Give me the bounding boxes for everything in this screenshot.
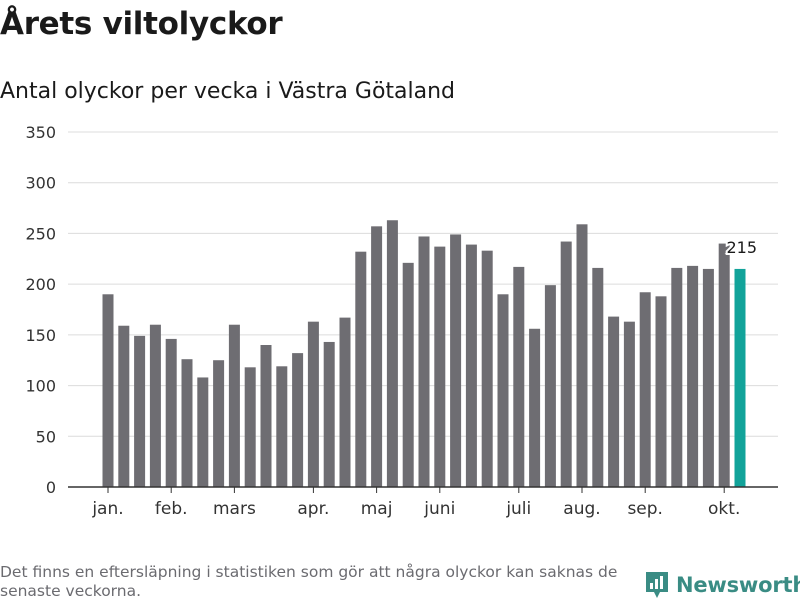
data-label: 215 [727, 238, 758, 257]
x-tick-label: okt. [708, 499, 740, 519]
bar [386, 220, 398, 487]
bar [228, 324, 240, 487]
footnote: Det finns en eftersläpning i statistiken… [0, 563, 618, 600]
bar [655, 296, 667, 487]
brand-logo: Newsworthy [644, 570, 800, 600]
x-tick-label: mars [213, 499, 256, 519]
bar [639, 292, 651, 487]
y-tick-label: 250 [25, 224, 56, 243]
x-tick-label: aug. [563, 499, 600, 519]
bar [197, 377, 209, 487]
bar [355, 251, 367, 487]
bar [734, 268, 746, 487]
y-tick-label: 200 [25, 275, 56, 294]
x-tick-label: maj [361, 499, 393, 519]
bar [576, 224, 588, 488]
bar [418, 236, 430, 487]
y-axis-ticks: 0 50 100 150 200 250 300 350 [25, 123, 56, 497]
bar [623, 321, 635, 487]
y-tick-label: 0 [46, 478, 56, 497]
bar [481, 250, 493, 487]
x-tick-label: jan. [91, 499, 123, 519]
bar [544, 285, 556, 487]
x-tick-label: sep. [627, 499, 663, 519]
bar [497, 294, 509, 487]
y-tick-label: 150 [25, 326, 56, 345]
bar [529, 328, 541, 487]
bar [671, 267, 683, 487]
bar [213, 360, 225, 487]
bar [244, 367, 256, 487]
bar [434, 246, 446, 487]
bar [323, 341, 335, 487]
bar [371, 226, 383, 488]
bar [292, 353, 304, 487]
x-tick-label: juli [505, 499, 531, 519]
bar [134, 335, 146, 487]
x-axis: jan. feb. mars apr. maj juni juli aug. sep. okt. [68, 486, 778, 519]
y-tick-label: 50 [36, 427, 56, 446]
bar [402, 262, 414, 487]
bar [560, 241, 572, 487]
bar [513, 266, 525, 487]
bar [592, 267, 604, 487]
bar [718, 243, 730, 487]
bar [307, 321, 319, 487]
brand-name: Newsworthy [676, 573, 800, 597]
data-labels: 215 [725, 236, 760, 259]
newsworthy-logo-icon [646, 572, 668, 598]
bars [102, 220, 746, 488]
bar-chart: 0 50 100 150 200 250 300 350 jan. feb. mars apr. ma… [25, 123, 778, 519]
bar [339, 317, 351, 487]
bar [608, 316, 620, 487]
bar [181, 359, 193, 487]
y-tick-label: 300 [25, 174, 56, 193]
bar [118, 325, 130, 487]
bar [687, 265, 699, 487]
bar [102, 294, 114, 487]
y-tick-label: 350 [25, 123, 56, 142]
bar [702, 268, 714, 487]
chart-title: Årets viltolyckor [0, 6, 283, 42]
chart-subtitle: Antal olyckor per vecka i Västra Götalan… [0, 79, 456, 104]
y-tick-label: 100 [25, 377, 56, 396]
bar [465, 244, 477, 487]
bar [165, 338, 177, 487]
bar [149, 324, 161, 487]
x-tick-label: apr. [297, 499, 329, 519]
x-tick-label: feb. [155, 499, 188, 519]
bar [260, 345, 272, 487]
x-tick-label: juni [423, 499, 455, 519]
bar [450, 234, 462, 487]
bar [276, 366, 288, 487]
